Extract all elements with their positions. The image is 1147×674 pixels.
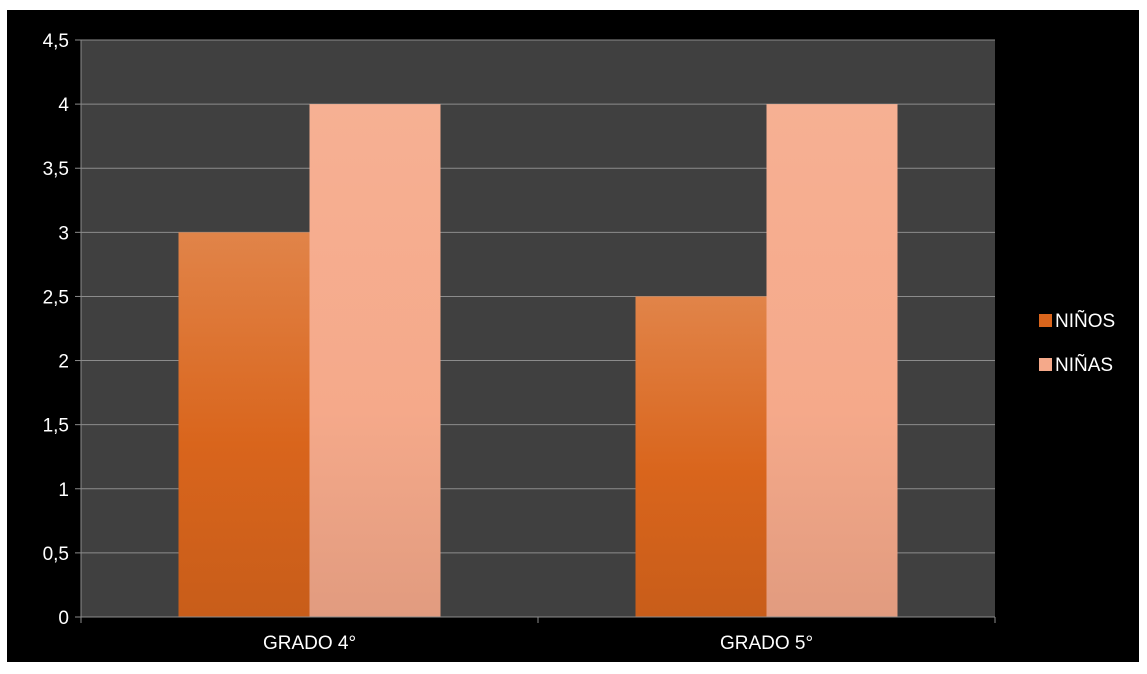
y-tick-label: 0 (58, 608, 69, 629)
bar-ni-as-1 (309, 104, 441, 618)
x-tick-label: GRADO 4° (263, 633, 356, 654)
y-tick-label: 4 (58, 95, 69, 116)
legend-swatch (1039, 358, 1052, 371)
y-tick-label: 4,5 (43, 31, 69, 52)
legend-label: NIÑAS (1055, 354, 1113, 376)
y-tick-label: 3,5 (43, 159, 69, 180)
y-tick-label: 1 (58, 480, 69, 501)
bar-ni-os-1 (178, 232, 310, 618)
legend: NIÑOS NIÑAS (1039, 310, 1115, 376)
y-tick-label: 0,5 (43, 544, 69, 565)
axes (75, 39, 996, 623)
bars (178, 104, 898, 618)
x-tick-labels: GRADO 4° GRADO 5° (263, 633, 813, 654)
y-tick-label: 2 (58, 352, 69, 373)
y-tick-labels: 0 0,5 1 1,5 2 2,5 3 3,5 4 4,5 (43, 31, 70, 629)
chart-area: 0 0,5 1 1,5 2 2,5 3 3,5 4 4,5 GRADO 4° GRADO 5° NI… (7, 10, 1139, 662)
y-tick-label: 2,5 (43, 287, 69, 308)
legend-swatch (1039, 314, 1052, 327)
bar-ni-as-2 (766, 104, 898, 618)
bar-ni-os-2 (635, 296, 767, 617)
y-tick-label: 1,5 (43, 416, 69, 437)
bar-chart: 0 0,5 1 1,5 2 2,5 3 3,5 4 4,5 GRADO 4° GRADO 5° NI… (43, 31, 1116, 654)
legend-label: NIÑOS (1055, 310, 1115, 332)
y-tick-label: 3 (58, 223, 69, 244)
x-tick-label: GRADO 5° (720, 633, 813, 654)
